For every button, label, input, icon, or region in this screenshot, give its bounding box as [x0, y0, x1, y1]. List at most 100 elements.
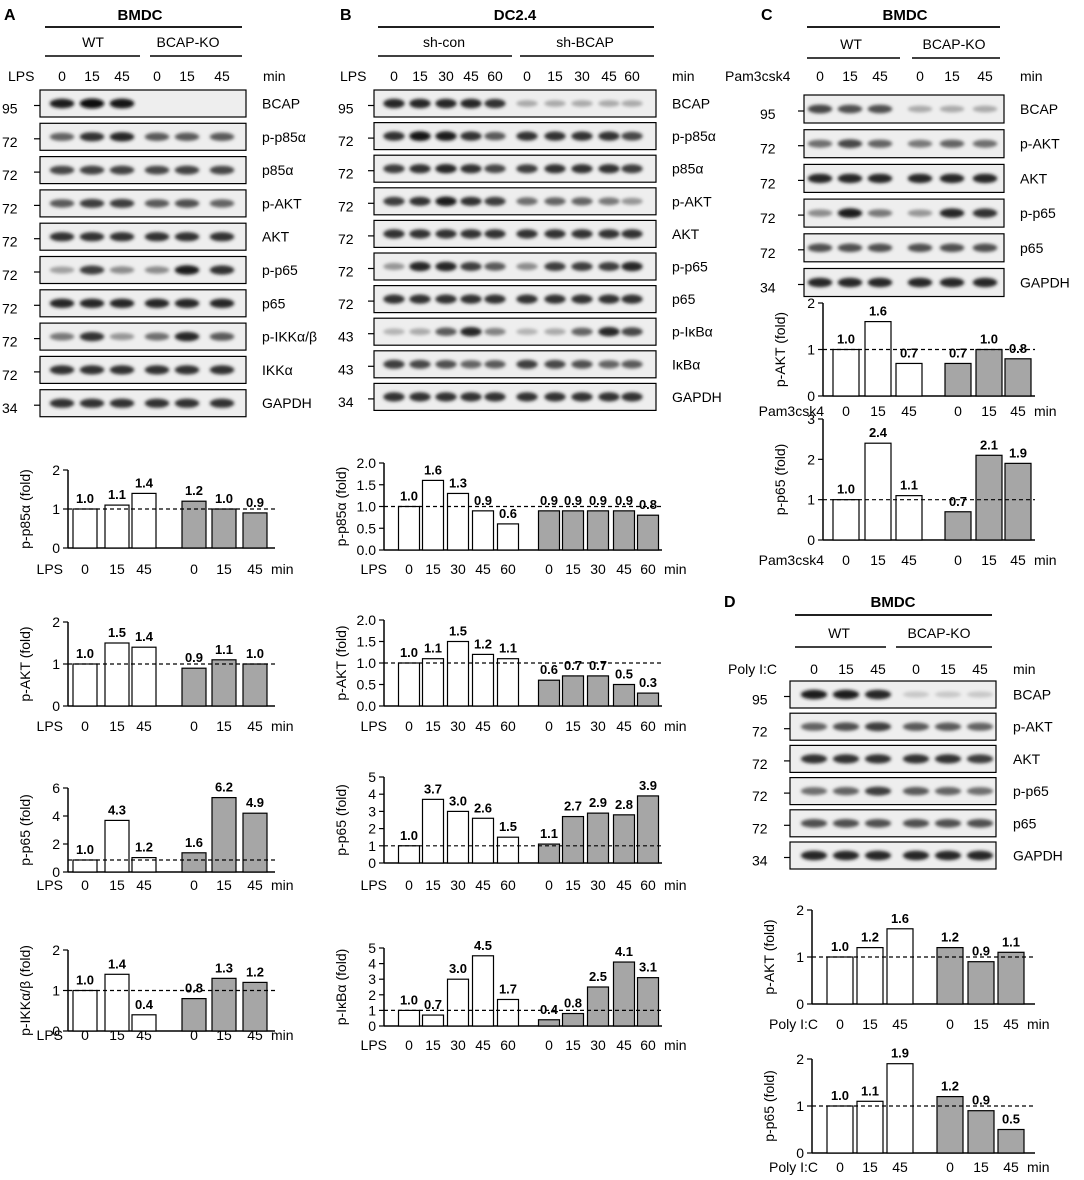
- bar-value-label: 1.7: [499, 981, 517, 996]
- bar-chart-a: 0 2 4 6 p-p65 (fold) 1.0 4.3 1.2 1.6 6.2 4.9 0 15 45 0…: [17, 780, 294, 893]
- unit-label: min: [672, 68, 695, 84]
- bar: [104, 819, 130, 873]
- bar: [586, 986, 610, 1027]
- lane-time-label: 0: [390, 68, 398, 84]
- bar-value-label: 1.6: [424, 462, 442, 477]
- y-tick-label: 4: [52, 808, 60, 824]
- bar: [397, 505, 421, 551]
- y-axis-label: p-p65 (fold): [772, 444, 788, 516]
- band: [109, 98, 135, 109]
- mw-marker: 72: [338, 296, 354, 312]
- band: [907, 277, 933, 288]
- band: [460, 327, 482, 337]
- y-tick-label: 1.0: [357, 655, 377, 671]
- bar: [612, 814, 636, 864]
- band: [807, 209, 833, 217]
- band: [460, 98, 482, 109]
- band: [79, 398, 105, 408]
- bar-value-label: 1.0: [76, 646, 94, 661]
- cell-type-label: BMDC: [883, 7, 928, 24]
- x-tick-label: 45: [616, 1037, 632, 1053]
- x-tick-label: 0: [954, 552, 962, 568]
- bar: [131, 856, 157, 873]
- bar: [211, 796, 237, 873]
- y-tick-label: 1.5: [357, 634, 377, 650]
- bar-value-label: 0.9: [972, 944, 990, 959]
- bar-value-label: 1.1: [215, 642, 233, 657]
- band: [409, 164, 431, 174]
- bar: [397, 845, 421, 864]
- x-tick-label: 45: [1010, 403, 1026, 419]
- x-tick-label: 45: [616, 718, 632, 734]
- band: [867, 209, 893, 218]
- y-tick-label: 0: [52, 1023, 60, 1039]
- x-tick-label: 60: [640, 561, 656, 577]
- treatment-label: LPS: [361, 877, 387, 893]
- band: [966, 787, 994, 796]
- y-tick-label: 1.0: [357, 499, 377, 515]
- band: [972, 105, 998, 113]
- y-tick-label: 0: [52, 698, 60, 714]
- bar-value-label: 3.7: [424, 781, 442, 796]
- bar-value-label: 1.2: [941, 1079, 959, 1094]
- x-tick-label: 30: [450, 718, 466, 734]
- band: [800, 754, 828, 764]
- mw-marker: 72: [760, 175, 776, 191]
- y-axis-label: p-p85α (fold): [333, 467, 349, 547]
- band: [837, 139, 863, 149]
- x-tick-label: 15: [862, 1016, 878, 1032]
- band: [460, 294, 482, 304]
- lane-time-label: 0: [58, 68, 66, 84]
- bar: [586, 510, 610, 551]
- bar-value-label: 1.6: [185, 835, 203, 850]
- mw-marker: 72: [2, 234, 18, 250]
- y-tick-label: 0: [52, 864, 60, 880]
- bar: [886, 928, 914, 1005]
- band: [902, 850, 930, 861]
- band: [544, 359, 566, 369]
- band: [49, 398, 75, 408]
- lane-time-label: 15: [842, 68, 858, 84]
- x-tick-label: 15: [425, 877, 441, 893]
- band: [598, 360, 620, 369]
- band: [832, 850, 860, 861]
- bar: [1004, 358, 1032, 397]
- bar-value-label: 1.0: [400, 489, 418, 504]
- bar-value-label: 1.0: [76, 842, 94, 857]
- band: [174, 132, 200, 141]
- band: [79, 265, 105, 275]
- x-tick-label: 0: [405, 1037, 413, 1053]
- mw-marker: 72: [760, 245, 776, 261]
- group-label: WT: [840, 36, 862, 52]
- bar-value-label: 1.0: [400, 992, 418, 1007]
- y-tick-label: 2: [52, 614, 60, 630]
- x-tick-label: 0: [190, 561, 198, 577]
- band: [571, 294, 593, 304]
- band: [209, 398, 235, 408]
- y-axis-label: p-p65 (fold): [761, 1070, 777, 1142]
- blot-label: p-p65: [1013, 783, 1049, 799]
- blot-label: p-p85α: [262, 129, 306, 145]
- band: [79, 298, 105, 308]
- blot-strip: p85α 72: [2, 156, 293, 185]
- unit-label: min: [1020, 68, 1043, 84]
- bar: [864, 321, 892, 397]
- blot-strip: IκBα 43: [338, 350, 700, 379]
- unit-label: min: [664, 1037, 687, 1053]
- band: [49, 165, 75, 175]
- panel-letter: A: [4, 7, 16, 24]
- lane-time-label: 30: [574, 68, 590, 84]
- y-tick-label: 3: [368, 803, 376, 819]
- x-tick-label: 15: [216, 561, 232, 577]
- blot-strip: BCAP 95: [752, 680, 1051, 709]
- bar-value-label: 0.3: [639, 675, 657, 690]
- band: [209, 165, 235, 175]
- bar: [471, 653, 495, 707]
- bar-value-label: 2.8: [615, 797, 633, 812]
- y-tick-label: 1: [52, 983, 60, 999]
- x-tick-label: 15: [981, 403, 997, 419]
- band: [544, 164, 566, 174]
- bar-value-label: 1.1: [540, 826, 558, 841]
- bar: [636, 692, 660, 707]
- lane-time-label: 0: [816, 68, 824, 84]
